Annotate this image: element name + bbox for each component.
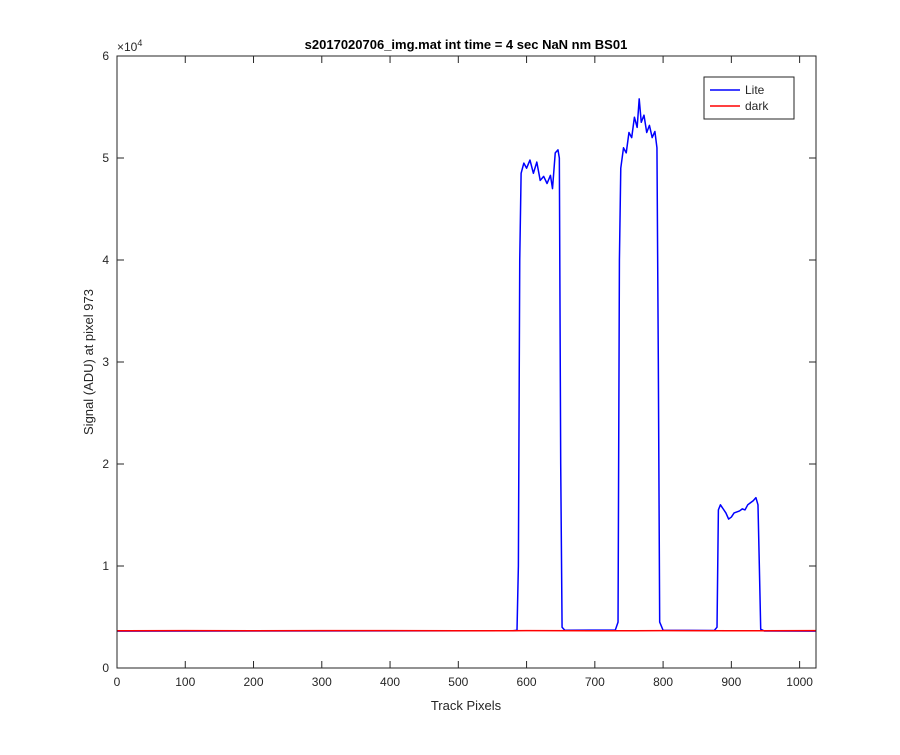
x-tick-label: 300 [312,675,332,689]
x-axis-label: Track Pixels [431,698,502,713]
legend: Lite dark [704,77,794,119]
x-tick-label: 500 [448,675,468,689]
legend-label-lite: Lite [745,83,765,97]
axes-background [117,56,816,668]
y-tick-label: 6 [102,49,109,63]
y-axis-label: Signal (ADU) at pixel 973 [81,289,96,435]
x-tick-label: 200 [244,675,264,689]
y-tick-label: 1 [102,559,109,573]
y-exponent-power: 4 [137,38,142,48]
y-exponent-base: ×10 [117,40,138,54]
x-tick-label: 400 [380,675,400,689]
y-exponent-label: ×104 [117,38,142,54]
legend-label-dark: dark [745,99,769,113]
x-tick-label: 700 [585,675,605,689]
x-tick-label: 800 [653,675,673,689]
y-tick-label: 0 [102,661,109,675]
x-tick-label: 0 [114,675,121,689]
x-tick-label: 600 [517,675,537,689]
y-tick-label: 2 [102,457,109,471]
chart-title: s2017020706_img.mat int time = 4 sec NaN… [305,37,628,52]
x-tick-label: 100 [175,675,195,689]
x-tick-label: 1000 [786,675,813,689]
x-tick-label: 900 [721,675,741,689]
y-tick-label: 4 [102,253,109,267]
y-tick-label: 3 [102,355,109,369]
y-tick-label: 5 [102,151,109,165]
